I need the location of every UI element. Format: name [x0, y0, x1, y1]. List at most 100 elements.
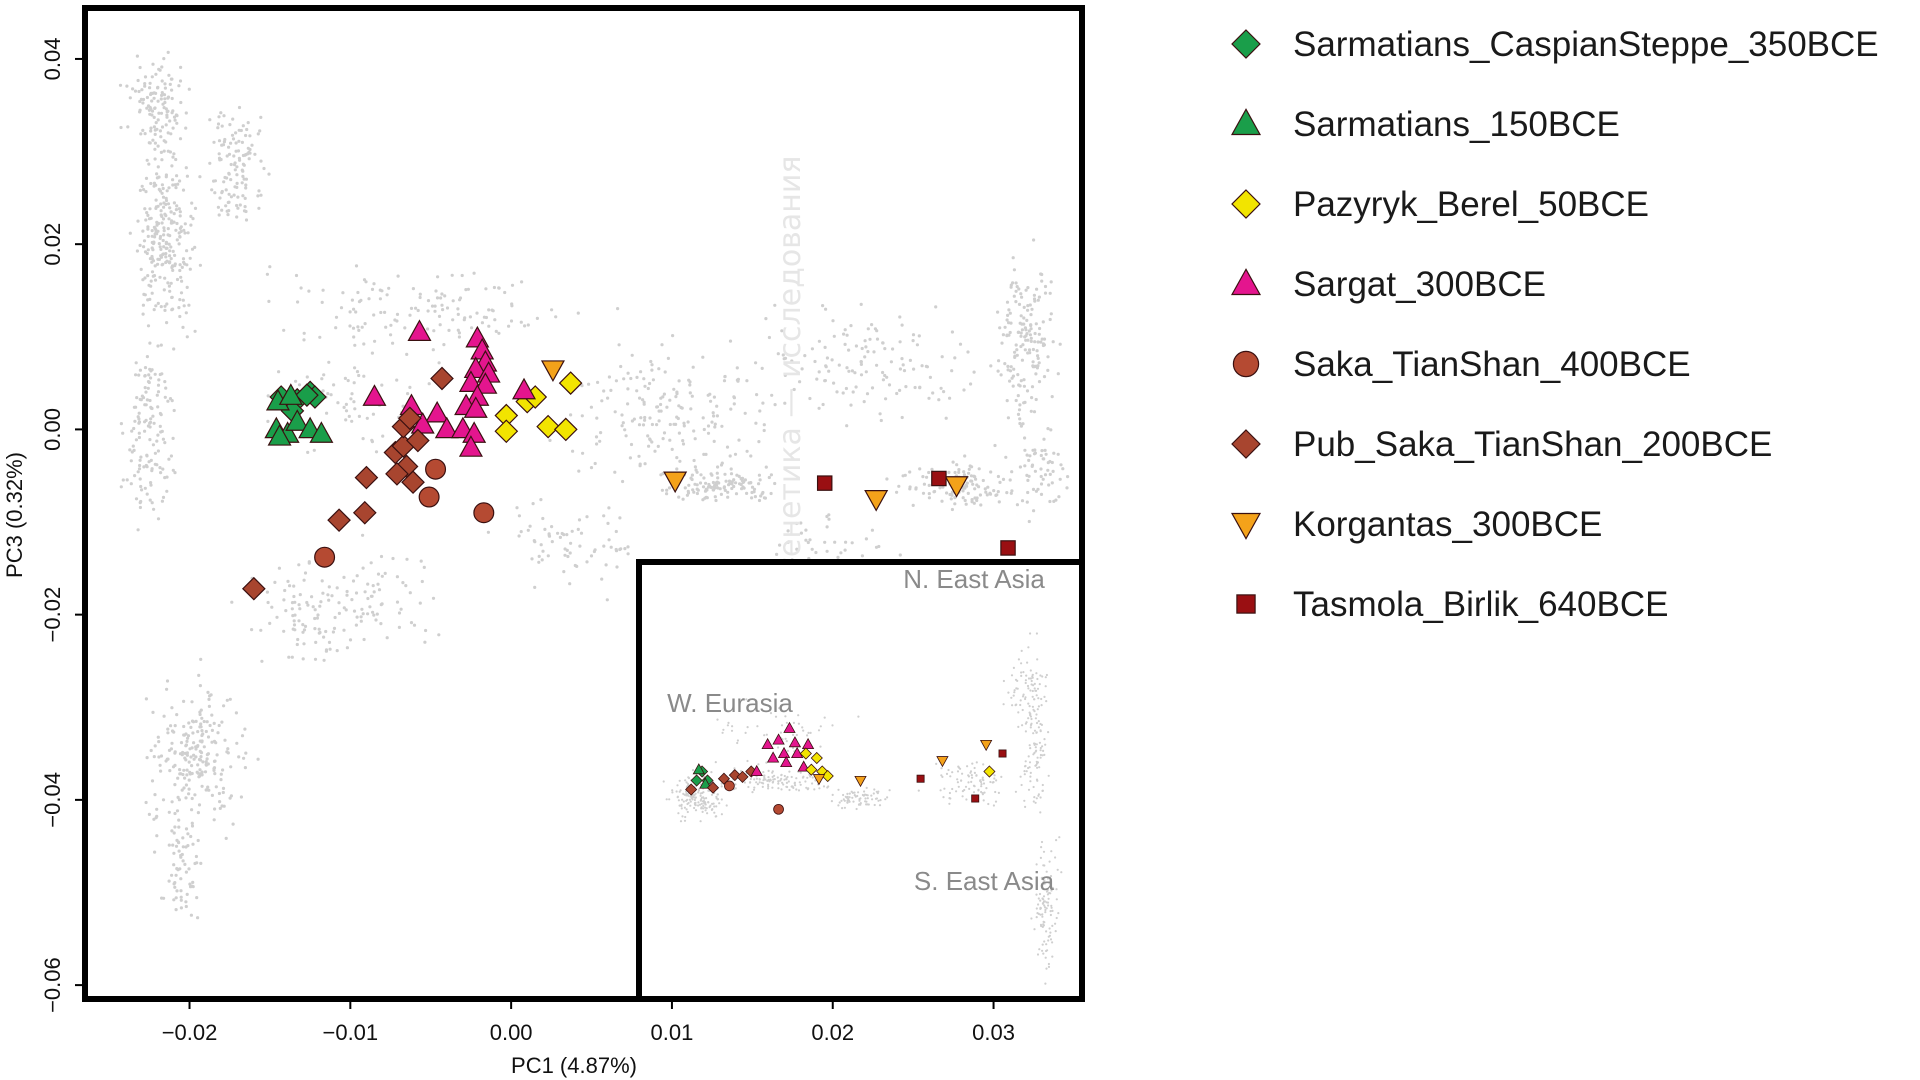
- inset-reference-dot: [704, 806, 707, 809]
- reference-dot: [707, 482, 711, 487]
- reference-dot: [160, 221, 164, 225]
- reference-dot: [996, 369, 1000, 373]
- reference-dot: [1025, 389, 1030, 393]
- reference-dot: [166, 731, 170, 735]
- inset-reference-dot: [1028, 766, 1031, 769]
- reference-dot: [173, 751, 177, 755]
- reference-dot: [695, 491, 700, 496]
- reference-dot: [243, 727, 247, 731]
- reference-dot: [184, 758, 188, 762]
- reference-dot: [517, 514, 522, 518]
- reference-dot: [1027, 519, 1031, 524]
- reference-dot: [648, 381, 652, 386]
- reference-dot: [248, 134, 252, 138]
- reference-dot: [172, 201, 176, 205]
- reference-dot: [164, 123, 168, 127]
- reference-dot: [171, 178, 175, 182]
- inset-reference-dot: [694, 804, 697, 807]
- reference-dot: [221, 143, 226, 147]
- inset-reference-dot: [1055, 839, 1058, 842]
- reference-dot: [422, 565, 426, 570]
- reference-dot: [418, 292, 422, 296]
- reference-dot: [143, 374, 147, 378]
- reference-dot: [153, 132, 157, 136]
- inset-data-point: [780, 755, 793, 768]
- inset-reference-dot: [1035, 731, 1038, 734]
- reference-dot: [197, 673, 201, 678]
- reference-dot: [900, 415, 904, 420]
- reference-dot: [487, 308, 491, 312]
- reference-dot: [152, 817, 156, 821]
- reference-dot: [313, 627, 317, 631]
- reference-dot: [175, 889, 179, 893]
- reference-dot: [167, 261, 171, 265]
- reference-dot: [1012, 294, 1016, 298]
- inset-reference-dot: [857, 791, 860, 794]
- reference-dot: [607, 538, 611, 542]
- reference-dot: [342, 606, 346, 610]
- reference-dot: [674, 395, 678, 399]
- reference-dot: [149, 126, 153, 130]
- reference-dot: [155, 393, 159, 397]
- reference-dot: [198, 175, 202, 179]
- inset-reference-dot: [961, 772, 964, 775]
- reference-dot: [177, 207, 181, 211]
- reference-dot: [144, 390, 148, 394]
- reference-dot: [675, 456, 679, 460]
- reference-dot: [1048, 459, 1052, 464]
- inset-reference-dot: [1044, 911, 1047, 914]
- reference-dot: [145, 211, 149, 215]
- inset-reference-dot: [858, 798, 861, 801]
- reference-dot: [345, 589, 349, 594]
- inset-reference-dot: [1035, 694, 1038, 697]
- reference-dot: [962, 470, 966, 474]
- reference-dot: [374, 450, 379, 454]
- reference-dot: [241, 153, 245, 158]
- reference-dot: [563, 547, 567, 551]
- reference-dot: [348, 310, 352, 314]
- reference-dot: [152, 225, 156, 229]
- reference-dot: [626, 387, 630, 391]
- reference-dot: [637, 454, 641, 458]
- reference-dot: [150, 109, 155, 113]
- reference-dot: [466, 287, 470, 291]
- inset-reference-dot: [797, 722, 801, 725]
- reference-dot: [145, 453, 149, 457]
- reference-dot: [817, 406, 821, 410]
- reference-dot: [186, 844, 190, 848]
- reference-dot: [369, 561, 373, 565]
- reference-dot: [681, 439, 685, 443]
- reference-dot: [145, 106, 149, 110]
- inset-reference-dot: [940, 767, 943, 770]
- inset-reference-dot: [1035, 743, 1038, 746]
- reference-dot: [668, 422, 672, 427]
- legend-label: Sarmatians_CaspianSteppe_350BCE: [1293, 25, 1879, 64]
- inset-reference-dot: [1013, 689, 1016, 692]
- reference-dot: [864, 370, 868, 374]
- reference-dot: [722, 486, 726, 490]
- reference-dot: [302, 338, 306, 342]
- reference-dot: [362, 342, 366, 346]
- inset-reference-dot: [778, 707, 781, 710]
- reference-dot: [655, 423, 659, 427]
- reference-dot: [150, 467, 154, 471]
- reference-dot: [167, 242, 171, 246]
- reference-dot: [361, 612, 365, 616]
- reference-dot: [149, 92, 153, 97]
- reference-dot: [150, 260, 154, 264]
- inset-reference-dot: [689, 800, 692, 803]
- reference-dot: [1046, 427, 1050, 431]
- reference-dot: [332, 383, 336, 387]
- reference-dot: [953, 356, 957, 360]
- reference-dot: [204, 760, 208, 764]
- reference-dot: [165, 241, 169, 245]
- inset-reference-dot: [755, 777, 759, 780]
- reference-dot: [286, 579, 290, 584]
- reference-dot: [165, 189, 169, 193]
- reference-dot: [220, 189, 224, 194]
- reference-dot: [184, 111, 188, 115]
- inset-reference-dot: [959, 767, 962, 770]
- reference-dot: [191, 731, 195, 735]
- reference-dot: [161, 495, 166, 499]
- reference-dot: [927, 396, 931, 400]
